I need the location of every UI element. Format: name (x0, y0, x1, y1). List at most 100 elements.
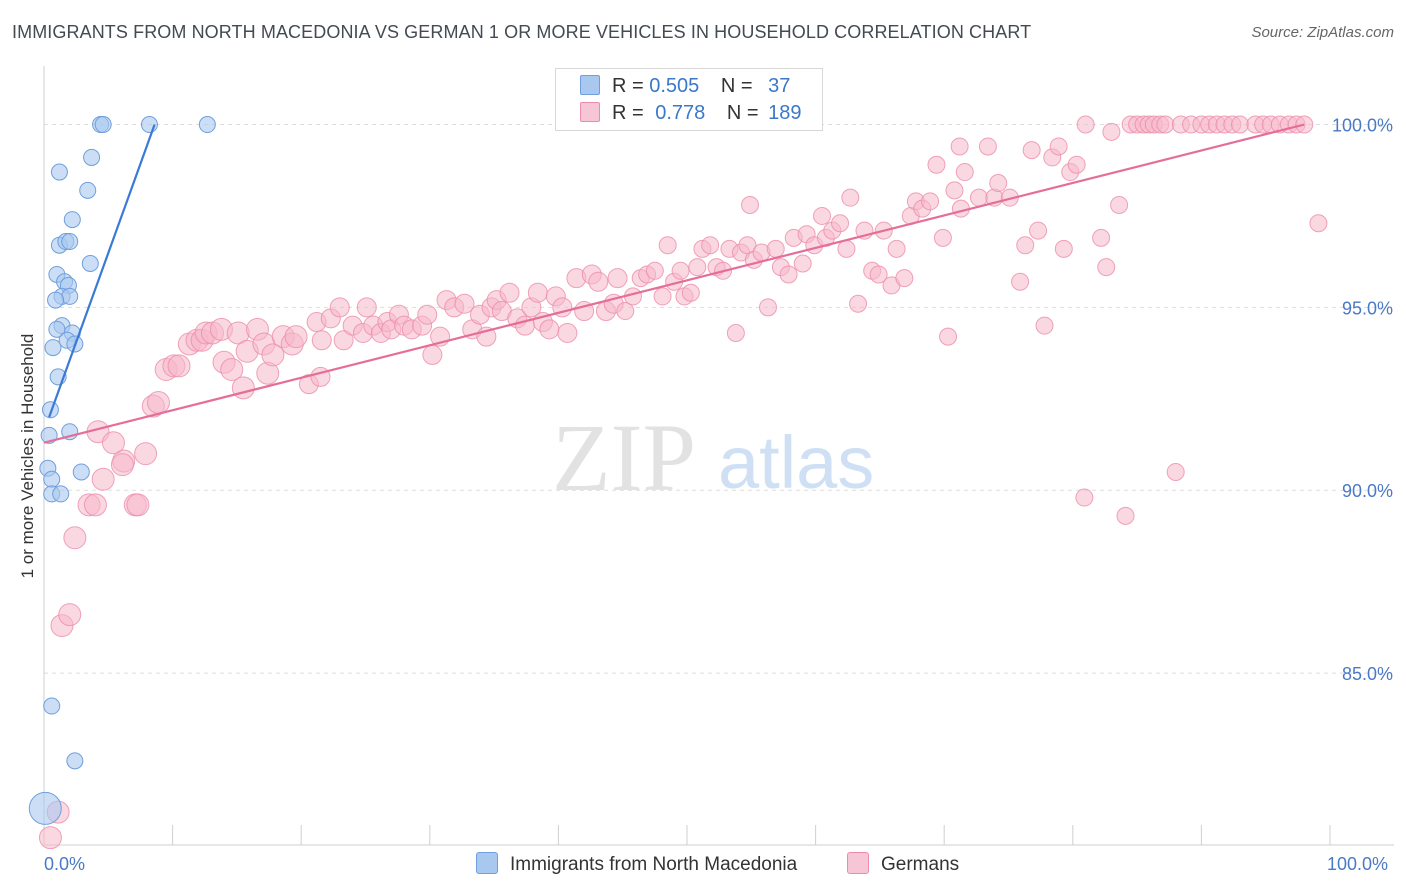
north-macedonia-point (72, 463, 90, 481)
north-macedonia-point (43, 697, 61, 715)
pink-points (38, 115, 1328, 850)
north-macedonia-point (63, 211, 81, 229)
north-macedonia-point (79, 181, 97, 199)
y-tick-labels: 100.0% 95.0% 90.0% 85.0% (1332, 116, 1393, 685)
german-point (134, 442, 158, 466)
german-point (793, 254, 812, 273)
y-tick-label: 95.0% (1342, 298, 1393, 318)
german-point (261, 343, 285, 367)
german-point (1049, 137, 1068, 156)
bottom-legend-swatch-pink (847, 852, 869, 874)
german-point (527, 282, 548, 303)
german-point (921, 192, 940, 211)
legend-n-label: N = (726, 102, 759, 124)
german-point (741, 195, 760, 214)
german-point (616, 302, 635, 321)
german-point (688, 258, 707, 277)
german-point (841, 188, 860, 207)
german-point (220, 358, 244, 382)
north-macedonia-point (43, 470, 61, 488)
german-point (658, 236, 677, 255)
legend-r-value: 0.778 (655, 102, 706, 124)
german-point (101, 431, 125, 455)
legend-r-label: R = (612, 75, 644, 97)
legend-swatch-blue (580, 75, 600, 95)
german-point (110, 453, 134, 477)
german-point (831, 214, 850, 233)
german-point (38, 826, 62, 850)
bottom-legend-label-pink: Germans (881, 854, 960, 875)
y-tick-label: 100.0% (1332, 116, 1393, 136)
german-point (1076, 115, 1095, 134)
axes (43, 66, 1394, 846)
german-point (499, 282, 520, 303)
german-point (1097, 258, 1116, 277)
north-macedonia-trendline (48, 124, 156, 418)
german-point (671, 261, 690, 280)
german-point (927, 155, 946, 174)
german-point (311, 330, 332, 351)
german-point (645, 261, 664, 280)
legend-r-label: R = (612, 102, 644, 124)
y-tick-label: 85.0% (1342, 664, 1393, 684)
legend-n-value: 189 (768, 102, 802, 124)
german-point (557, 322, 578, 343)
chart-title: IMMIGRANTS FROM NORTH MACEDONIA VS GERMA… (12, 22, 1032, 42)
german-point (1110, 195, 1129, 214)
german-point (231, 376, 255, 400)
north-macedonia-point (61, 233, 79, 251)
german-point (701, 236, 720, 255)
y-tick-label: 90.0% (1342, 481, 1393, 501)
german-point (329, 297, 350, 318)
german-point (126, 493, 150, 517)
legend-n-value: 37 (768, 75, 791, 97)
north-macedonia-point (81, 254, 99, 272)
north-macedonia-point (94, 116, 112, 134)
german-point (417, 304, 438, 325)
north-macedonia-point (28, 791, 62, 825)
german-point (779, 265, 798, 284)
correlation-legend: R = 0.505 N = 37 R = 0.778 N = 189 (555, 68, 823, 131)
bottom-legend-swatch-blue (476, 852, 498, 874)
german-point (146, 390, 170, 414)
german-point (726, 323, 745, 342)
german-point (1092, 228, 1111, 247)
legend-swatch-pink (580, 102, 600, 122)
german-point (284, 325, 308, 349)
german-point (1067, 155, 1086, 174)
trend-lines (43, 123, 1305, 444)
legend-row-pink: R = 0.778 N = 189 (580, 102, 802, 128)
watermark-atlas: atlas (718, 421, 874, 504)
german-point (1166, 462, 1185, 481)
north-macedonia-point (140, 116, 158, 134)
german-point (1309, 214, 1328, 233)
german-point (91, 467, 115, 491)
north-macedonia-point (66, 752, 84, 770)
german-point (58, 603, 82, 627)
north-macedonia-point (198, 116, 216, 134)
legend-n-label: N = (720, 75, 753, 97)
german-point (1022, 141, 1041, 160)
legend-r-value: 0.505 (649, 75, 700, 97)
german-point (83, 493, 107, 517)
german-point (167, 354, 191, 378)
source-label: Source: ZipAtlas.com (1251, 24, 1394, 41)
german-point (766, 239, 785, 258)
german-point (955, 163, 974, 182)
german-trendline (43, 123, 1305, 444)
german-point (1102, 122, 1121, 141)
german-point (837, 239, 856, 258)
german-point (454, 293, 475, 314)
german-point (813, 206, 832, 225)
german-point (1054, 239, 1073, 258)
german-point (574, 301, 595, 322)
german-point (978, 137, 997, 156)
german-point (607, 268, 628, 289)
german-point (1075, 488, 1094, 507)
german-point (895, 269, 914, 288)
x-ticks (172, 825, 1331, 845)
german-point (1116, 506, 1135, 525)
german-point (1016, 236, 1035, 255)
german-point (945, 181, 964, 200)
